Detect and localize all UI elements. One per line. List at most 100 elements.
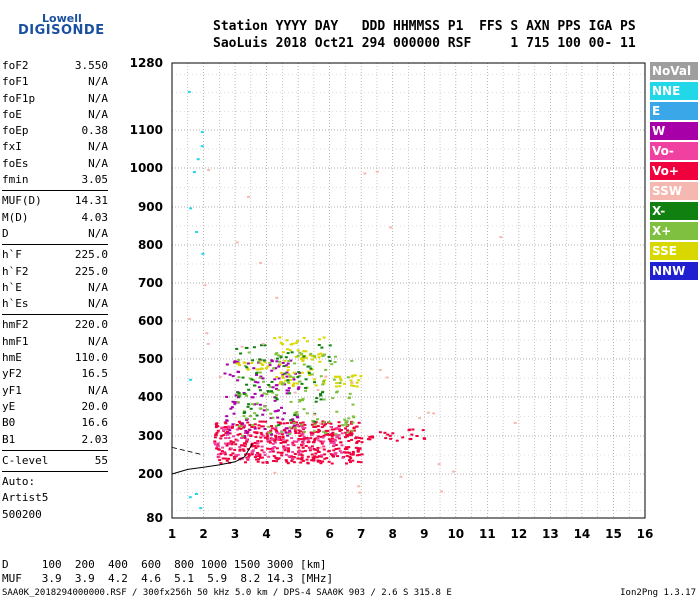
echo-point (270, 390, 273, 392)
echo-point (233, 361, 236, 363)
echo-point (452, 471, 455, 473)
echo-point (350, 360, 353, 362)
echo-point (259, 437, 262, 439)
x-tick-label: 11 (479, 527, 496, 541)
echo-point (272, 443, 275, 445)
echo-point (264, 428, 267, 430)
echo-point (338, 425, 341, 427)
echo-point (267, 384, 270, 386)
echo-point (309, 368, 312, 370)
echo-point (379, 369, 382, 371)
echo-point (335, 382, 338, 384)
echo-point (335, 452, 338, 454)
echo-point (300, 353, 303, 355)
echo-point (322, 431, 325, 433)
echo-point (271, 360, 274, 362)
echo-point (242, 448, 245, 450)
echo-point (271, 438, 274, 440)
legend-item-noval: NoVal (650, 62, 698, 80)
echo-point (280, 407, 283, 409)
echo-point (236, 440, 239, 442)
echo-point (298, 432, 301, 434)
echo-point (264, 454, 267, 456)
echo-point (351, 433, 354, 435)
echo-point (238, 425, 241, 427)
echo-point (226, 434, 229, 436)
y-tick-label: 400 (138, 390, 163, 404)
echo-point (357, 461, 360, 463)
echo-point (335, 386, 338, 388)
echo-point (282, 448, 285, 450)
echo-point (305, 445, 308, 447)
echo-point (221, 427, 224, 429)
echo-point (237, 359, 240, 361)
echo-point (293, 440, 296, 442)
echo-point (270, 370, 273, 372)
echo-point (220, 435, 223, 437)
echo-point (318, 361, 321, 363)
echo-point (256, 440, 259, 442)
echo-point (328, 450, 331, 452)
echo-point (422, 429, 425, 431)
echo-point (290, 422, 293, 424)
echo-point (274, 427, 277, 429)
echo-point (293, 382, 296, 384)
echo-point (320, 447, 323, 449)
echo-point (261, 368, 264, 370)
echo-point (273, 455, 276, 457)
echo-point (243, 424, 246, 426)
echo-point (317, 437, 320, 439)
echo-point (225, 415, 228, 417)
echo-point (368, 436, 371, 438)
echo-point (338, 376, 341, 378)
echo-point (341, 432, 344, 434)
echo-point (265, 393, 268, 395)
echo-point (347, 417, 350, 419)
y-tick-label: 1000 (130, 161, 163, 175)
legend-item-vo-: Vo+ (650, 162, 698, 180)
echo-point (271, 427, 274, 429)
echo-point (313, 355, 316, 357)
echo-point (272, 447, 275, 449)
echo-point (246, 432, 249, 434)
echo-point (363, 173, 366, 175)
x-tick-label: 16 (637, 527, 654, 541)
echo-point (286, 422, 289, 424)
legend-item-nne: NNE (650, 82, 698, 100)
echo-point (251, 359, 254, 361)
echo-point (302, 350, 305, 352)
echo-point (303, 427, 306, 429)
echo-point (215, 422, 218, 424)
echo-point (261, 421, 264, 423)
echo-point (297, 349, 300, 351)
echo-point (266, 448, 269, 450)
echo-point (243, 412, 246, 414)
echo-point (323, 453, 326, 455)
echo-point (357, 451, 360, 453)
echo-point (321, 383, 324, 385)
echo-point (250, 426, 253, 428)
echo-point (316, 418, 319, 420)
echo-point (259, 262, 262, 264)
echo-point (277, 458, 280, 460)
legend-item-w: W (650, 122, 698, 140)
echo-point (357, 379, 360, 381)
echo-point (322, 437, 325, 439)
echo-point (326, 430, 329, 432)
echo-point (290, 401, 293, 403)
echo-point (329, 440, 332, 442)
echo-point (347, 376, 350, 378)
echo-point (233, 449, 236, 451)
echo-point (351, 382, 354, 384)
echo-point (241, 423, 244, 425)
echo-point (275, 352, 278, 354)
echo-point (348, 456, 351, 458)
x-tick-label: 9 (420, 527, 428, 541)
echo-point (280, 372, 283, 374)
echo-point (250, 362, 253, 364)
echo-point (261, 394, 264, 396)
echo-point (324, 376, 327, 378)
echo-point (278, 436, 281, 438)
echo-point (287, 381, 290, 383)
echo-point (239, 353, 242, 355)
